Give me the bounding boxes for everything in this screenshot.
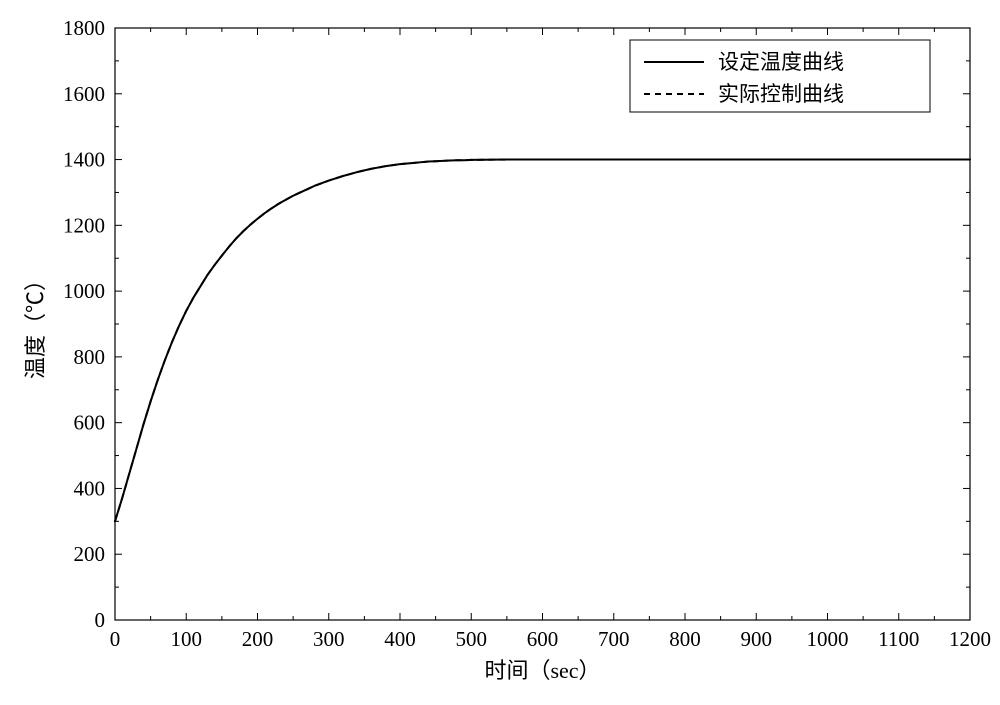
y-tick-label: 1200 — [63, 213, 105, 237]
x-axis-title: 时间（sec） — [484, 658, 600, 683]
series-line-1 — [115, 160, 970, 522]
x-tick-label: 100 — [171, 627, 203, 651]
line-chart: 0 100 200 300 400 500 600 700 800 900 1000 1100 1200… — [0, 0, 1000, 705]
y-tick-label: 800 — [74, 345, 106, 369]
x-tick-label: 600 — [527, 627, 559, 651]
y-tick-label: 1000 — [63, 279, 105, 303]
y-tick-label: 1400 — [63, 148, 105, 172]
plot-frame — [115, 28, 970, 620]
x-tick-label: 1000 — [807, 627, 849, 651]
x-tick-label: 400 — [384, 627, 416, 651]
x-tick-label: 800 — [669, 627, 701, 651]
y-tick-label: 600 — [74, 411, 106, 435]
x-tick-label: 700 — [598, 627, 630, 651]
y-axis-title: 温度（℃） — [23, 269, 48, 379]
x-tick-label: 1100 — [878, 627, 919, 651]
x-tick-label: 300 — [313, 627, 345, 651]
y-tick-label: 1600 — [63, 82, 105, 106]
y-tick-label: 0 — [95, 608, 106, 632]
legend-label-0: 设定温度曲线 — [718, 50, 844, 74]
x-tick-label: 900 — [741, 627, 773, 651]
y-tick-label: 200 — [74, 542, 106, 566]
chart-container: 0 100 200 300 400 500 600 700 800 900 1000 1100 1200… — [0, 0, 1000, 705]
y-tick-label: 400 — [74, 476, 106, 500]
x-tick-label: 500 — [456, 627, 488, 651]
series-line-0 — [115, 160, 970, 522]
x-tick-label: 1200 — [949, 627, 991, 651]
y-tick-label: 1800 — [63, 16, 105, 40]
legend-label-1: 实际控制曲线 — [718, 82, 844, 106]
x-tick-label: 200 — [242, 627, 274, 651]
x-tick-label: 0 — [110, 627, 121, 651]
